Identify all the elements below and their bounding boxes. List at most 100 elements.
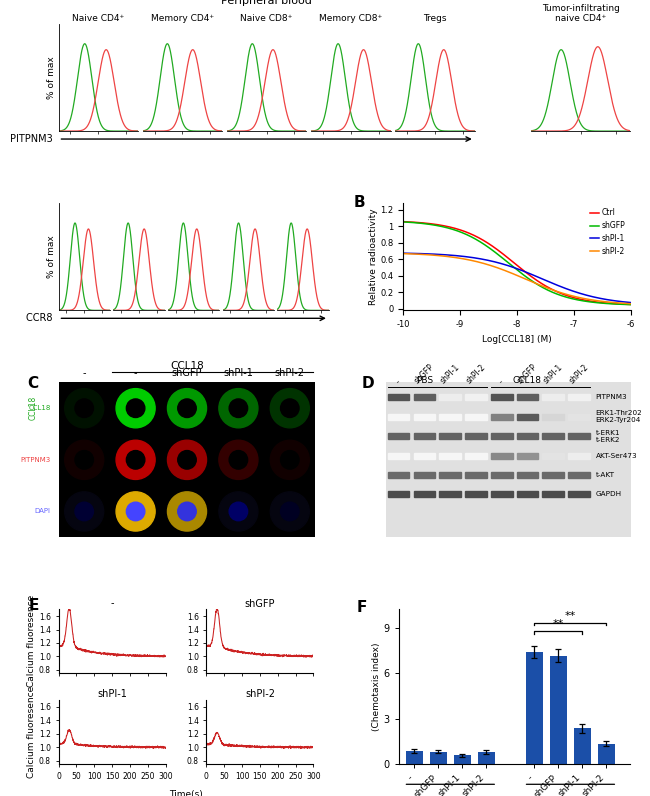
Text: C: C [28,377,39,391]
Bar [491,491,512,498]
Bar [568,472,590,478]
Bar [413,433,436,439]
Text: PBS: PBS [416,377,433,385]
Circle shape [177,502,196,521]
Bar [542,472,564,478]
Ctrl [535,277,543,287]
Circle shape [168,388,207,427]
shPI-2 [535,279,543,289]
Y-axis label: Calcium fluoresence: Calcium fluoresence [27,595,36,688]
Circle shape [168,492,207,531]
Text: E: E [29,598,39,613]
Text: shGFP: shGFP [172,369,202,378]
Bar [388,452,410,458]
Y-axis label: (Chemotaxis index): (Chemotaxis index) [372,642,381,731]
Circle shape [168,440,207,479]
Circle shape [281,451,299,469]
shGFP [534,280,541,290]
Y-axis label: % of max: % of max [47,236,56,278]
Bar [542,395,564,400]
Circle shape [64,440,104,479]
Circle shape [116,492,155,531]
shPI-2 [605,298,613,307]
Title: Naive CD4⁺: Naive CD4⁺ [72,14,124,23]
Bar [465,491,487,498]
shGFP [400,217,408,227]
Text: -: - [134,369,137,378]
Bar [413,452,436,458]
Circle shape [116,388,155,427]
Text: CCR8: CCR8 [26,314,58,323]
Y-axis label: Calcium fluoresence: Calcium fluoresence [27,686,36,778]
shPI-1 [534,272,541,282]
Text: Peripheral blood: Peripheral blood [221,0,312,6]
Bar [517,433,538,439]
Title: Tregs: Tregs [423,14,447,23]
Bar [542,491,564,498]
Circle shape [270,388,309,427]
Bar [542,433,564,439]
Text: shPI-1: shPI-1 [224,369,254,378]
Text: ERK1-Thr202
ERK2-Tyr204: ERK1-Thr202 ERK2-Tyr204 [595,410,642,423]
Bar [465,452,487,458]
Title: Memory CD4⁺: Memory CD4⁺ [151,14,214,23]
Ctrl [400,217,408,226]
Circle shape [75,451,94,469]
Bar [568,491,590,498]
Circle shape [64,492,104,531]
Bar [388,491,410,498]
Line: shPI-2: shPI-2 [404,254,630,304]
X-axis label: Log[CCL18] (M): Log[CCL18] (M) [482,334,552,344]
Bar [542,414,564,419]
Text: CCL18: CCL18 [513,377,542,385]
Circle shape [75,502,94,521]
Line: Ctrl: Ctrl [404,221,630,304]
Bar [478,752,495,764]
Bar [491,433,512,439]
shPI-2 [538,281,546,291]
Circle shape [126,502,145,521]
Bar [574,728,591,764]
Bar [491,395,512,400]
Bar [439,491,461,498]
Text: shGFP: shGFP [413,362,436,385]
Text: shPI-2: shPI-2 [275,369,305,378]
shPI-1 [400,248,408,258]
shPI-1 [535,272,543,282]
Circle shape [270,492,309,531]
Text: CCL18: CCL18 [29,405,51,412]
Bar [465,395,487,400]
Text: Time(s): Time(s) [169,790,203,796]
shGFP [538,283,546,292]
Circle shape [219,440,258,479]
Title: shPI-2: shPI-2 [245,689,275,700]
Circle shape [177,399,196,418]
Text: shGFP: shGFP [516,362,539,385]
Bar [517,395,538,400]
Circle shape [270,440,309,479]
Legend: Ctrl, shGFP, shPI-1, shPI-2: Ctrl, shGFP, shPI-1, shPI-2 [588,207,627,257]
Line: shGFP: shGFP [404,222,630,305]
Bar [388,395,410,400]
Text: **: ** [565,611,576,621]
Circle shape [75,399,94,418]
Text: shPI-2: shPI-2 [567,363,590,385]
Bar [439,472,461,478]
Title: Tumor-infiltrating
naive CD4⁺: Tumor-infiltrating naive CD4⁺ [542,4,620,23]
Bar [406,751,423,764]
Bar [542,452,564,458]
Bar [388,472,410,478]
Bar [491,452,512,458]
Y-axis label: % of max: % of max [47,56,56,99]
Text: PITPNM3: PITPNM3 [595,395,627,400]
Text: -: - [83,369,86,378]
Bar [413,395,436,400]
Circle shape [229,399,248,418]
Bar [439,414,461,419]
Bar [491,414,512,419]
Bar [465,472,487,478]
Text: CCL18: CCL18 [29,396,38,420]
shPI-1 [400,248,408,258]
Bar [598,743,615,764]
Text: shPI-1: shPI-1 [542,363,565,385]
